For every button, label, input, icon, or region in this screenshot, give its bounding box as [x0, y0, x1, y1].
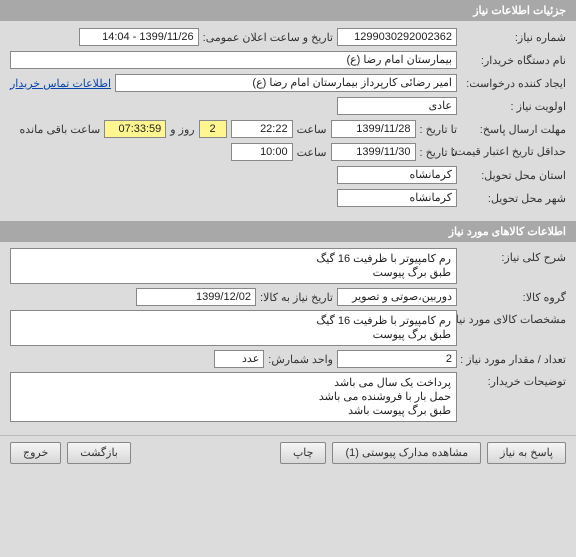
label-qty: تعداد / مقدار مورد نیاز :: [461, 353, 566, 366]
field-buyer-notes: پرداخت یک سال می باشد حمل بار با فروشنده…: [10, 372, 457, 422]
row-validity: حداقل تاریخ اعتبار قیمت: تا تاریخ : 1399…: [10, 142, 566, 162]
label-requester: ایجاد کننده درخواست:: [461, 77, 566, 90]
field-reply-deadline-date: 1399/11/28: [331, 120, 416, 138]
attachments-button[interactable]: مشاهده مدارک پیوستی (1): [332, 442, 481, 464]
section-header-goods: اطلاعات کالاهای مورد نیاز: [0, 221, 576, 242]
label-province: استان محل تحویل:: [461, 169, 566, 182]
field-request-until: 1399/12/02: [136, 288, 256, 306]
row-priority: اولویت نیاز : عادی: [10, 96, 566, 116]
label-reply-deadline: مهلت ارسال پاسخ:: [461, 123, 566, 136]
label-goods-spec: مشخصات کالای مورد نیاز:: [461, 310, 566, 326]
print-button[interactable]: چاپ: [280, 442, 327, 464]
field-priority: عادی: [337, 97, 457, 115]
row-buyer-notes: توضیحات خریدار: پرداخت یک سال می باشد حم…: [10, 372, 566, 422]
row-request-number: شماره نیاز: 1299030292002362 تاریخ و ساع…: [10, 27, 566, 47]
field-main-desc: رم کامپیوتر با ظرفیت 16 گیگ طبق برگ پیوس…: [10, 248, 457, 284]
label-city: شهر محل تحویل:: [461, 192, 566, 205]
label-validity: حداقل تاریخ اعتبار قیمت:: [461, 146, 566, 158]
label-request-number: شماره نیاز:: [461, 31, 566, 44]
field-validity-time: 10:00: [231, 143, 293, 161]
field-days-remaining: 2: [199, 120, 227, 138]
label-goods-group: گروه کالا:: [461, 291, 566, 304]
row-goods-spec: مشخصات کالای مورد نیاز: رم کامپیوتر با ظ…: [10, 310, 566, 346]
label-buyer-notes: توضیحات خریدار:: [461, 372, 566, 388]
footer-bar: پاسخ به نیاز مشاهده مدارک پیوستی (1) چاپ…: [0, 435, 576, 470]
field-goods-spec: رم کامپیوتر با ظرفیت 16 گیگ طبق برگ پیوس…: [10, 310, 457, 346]
label-public-announce: تاریخ و ساعت اعلان عمومی:: [203, 31, 333, 44]
label-days-and: روز و: [170, 123, 194, 136]
row-city: شهر محل تحویل: کرمانشاه: [10, 188, 566, 208]
field-buyer-org: بیمارستان امام رضا (ع): [10, 51, 457, 69]
row-main-desc: شرح کلی نیاز: رم کامپیوتر با ظرفیت 16 گی…: [10, 248, 566, 284]
section-body-goods: شرح کلی نیاز: رم کامپیوتر با ظرفیت 16 گی…: [0, 242, 576, 435]
label-until-date-1: تا تاریخ :: [420, 123, 457, 136]
row-goods-group: گروه کالا: دوربین،صوتی و تصویر تاریخ نیا…: [10, 287, 566, 307]
field-reply-deadline-time: 22:22: [231, 120, 293, 138]
label-hour-1: ساعت: [297, 123, 327, 136]
field-unit: عدد: [214, 350, 264, 368]
link-buyer-contact[interactable]: اطلاعات تماس خریدار: [10, 77, 111, 90]
field-validity-date: 1399/11/30: [331, 143, 416, 161]
row-requester: ایجاد کننده درخواست: امیر رضائی کارپرداز…: [10, 73, 566, 93]
section-header-details: جزئیات اطلاعات نیاز: [0, 0, 576, 21]
field-province: کرمانشاه: [337, 166, 457, 184]
field-goods-group: دوربین،صوتی و تصویر: [337, 288, 457, 306]
reply-button[interactable]: پاسخ به نیاز: [487, 442, 566, 464]
field-city: کرمانشاه: [337, 189, 457, 207]
label-buyer-org: نام دستگاه خریدار:: [461, 54, 566, 67]
back-button[interactable]: بازگشت: [67, 442, 131, 464]
field-time-remaining: 07:33:59: [104, 120, 166, 138]
label-unit: واحد شمارش:: [268, 353, 333, 366]
field-public-announce: 1399/11/26 - 14:04: [79, 28, 199, 46]
label-hour-2: ساعت: [297, 146, 327, 159]
label-priority: اولویت نیاز :: [461, 100, 566, 113]
row-buyer-org: نام دستگاه خریدار: بیمارستان امام رضا (ع…: [10, 50, 566, 70]
label-remaining: ساعت باقی مانده: [20, 123, 101, 136]
exit-button[interactable]: خروج: [10, 442, 61, 464]
field-requester: امیر رضائی کارپرداز بیمارستان امام رضا (…: [115, 74, 457, 92]
label-until-date-2: تا تاریخ :: [420, 146, 457, 159]
label-main-desc: شرح کلی نیاز:: [461, 248, 566, 264]
field-qty: 2: [337, 350, 457, 368]
label-request-until: تاریخ نیاز به کالا:: [260, 291, 333, 304]
row-reply-deadline: مهلت ارسال پاسخ: تا تاریخ : 1399/11/28 س…: [10, 119, 566, 139]
row-qty: تعداد / مقدار مورد نیاز : 2 واحد شمارش: …: [10, 349, 566, 369]
section-body-details: شماره نیاز: 1299030292002362 تاریخ و ساع…: [0, 21, 576, 221]
field-request-number: 1299030292002362: [337, 28, 457, 46]
row-province: استان محل تحویل: کرمانشاه: [10, 165, 566, 185]
